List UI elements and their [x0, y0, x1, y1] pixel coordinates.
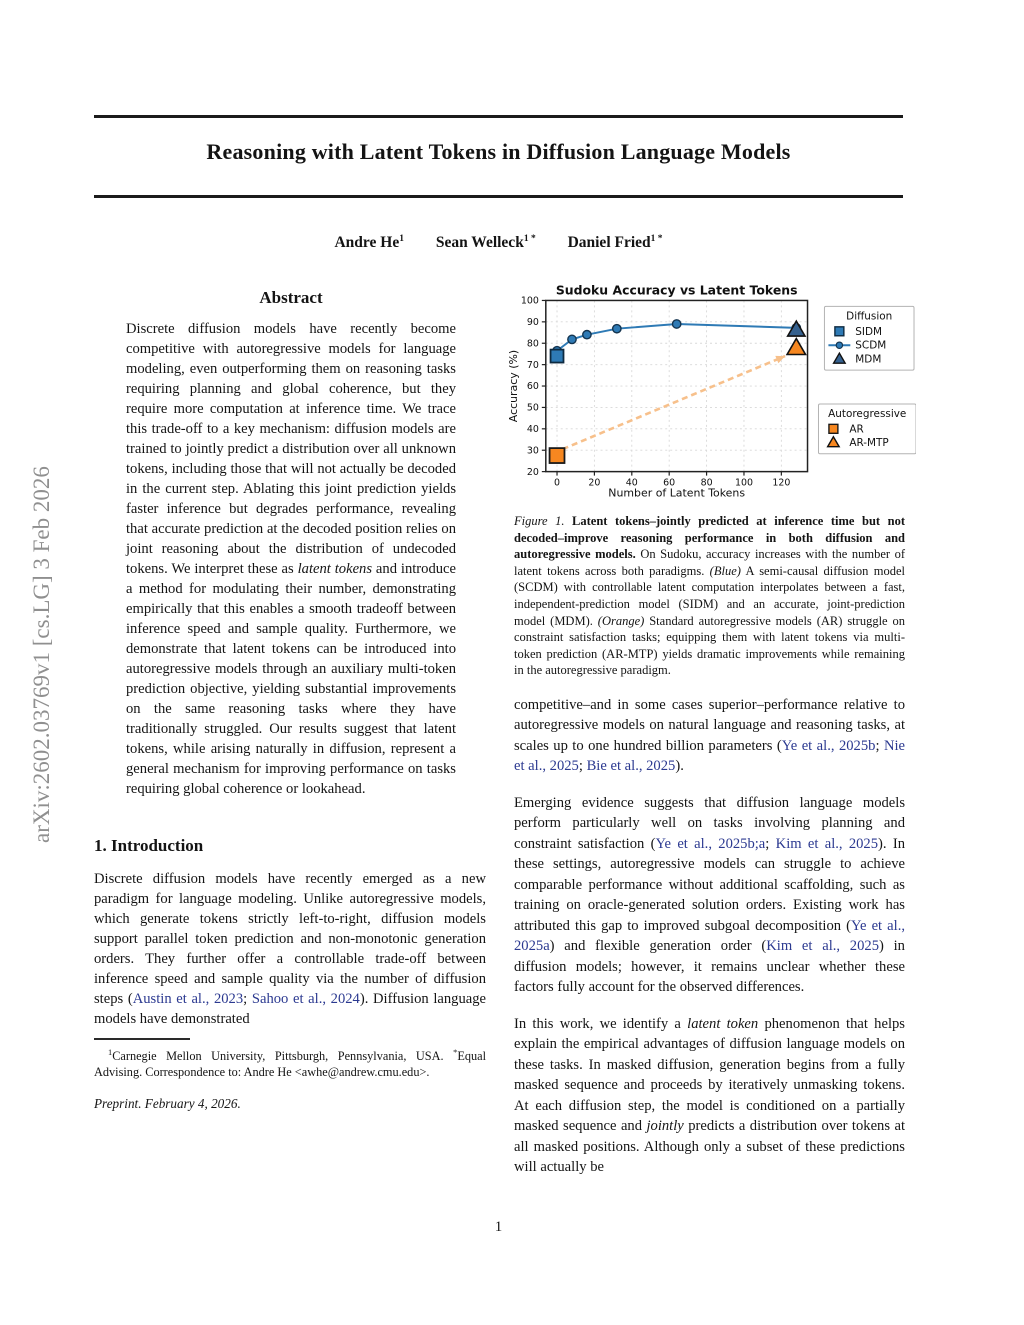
chart-title: Sudoku Accuracy vs Latent Tokens — [556, 284, 798, 297]
text-segment: A semi-causal diffusion model (SCDM) wit… — [514, 563, 905, 628]
text-segment: latent tokens — [297, 561, 373, 577]
text-segment: Figure 1. — [514, 514, 565, 528]
legend-item-label: AR — [849, 423, 863, 435]
svg-text:40: 40 — [527, 424, 539, 435]
text-segment: latent token — [687, 1015, 759, 1032]
legend-item-label: AR-MTP — [849, 437, 888, 449]
text-segment: Discrete diffusion models have recently … — [126, 321, 456, 577]
abstract-heading: Abstract — [259, 288, 323, 307]
body-paragraph: Emerging evidence suggests that diffusio… — [514, 793, 905, 998]
text-segment: ) and flexible generation order ( — [549, 938, 767, 955]
legend-box — [817, 403, 916, 455]
text-segment: Emerging evidence suggests that diffusio… — [514, 794, 905, 852]
footnote-rule — [94, 1038, 190, 1040]
svg-text:100: 100 — [735, 478, 753, 489]
title-rule — [94, 195, 903, 198]
text-segment: ). — [675, 758, 684, 775]
citation-link[interactable]: Kim et al., 2025 — [766, 938, 879, 955]
text-segment: jointly — [646, 1118, 684, 1135]
svg-text:70: 70 — [527, 360, 539, 371]
text-segment: ; — [875, 737, 884, 754]
svg-text:100: 100 — [521, 296, 539, 307]
body-paragraph: competitive–and in some cases superior–p… — [514, 695, 905, 777]
svg-text:90: 90 — [527, 317, 539, 328]
x-axis-label: Number of Latent Tokens — [608, 486, 745, 499]
svg-text:30: 30 — [527, 445, 539, 456]
arxiv-watermark: arXiv:2602.03769v1 [cs.LG] 3 Feb 2026 — [29, 466, 54, 844]
svg-text:0: 0 — [554, 478, 560, 489]
text-segment: ). In these settings, autoregressive mod… — [514, 835, 905, 934]
legend-box — [823, 305, 915, 371]
svg-text:40: 40 — [626, 478, 638, 489]
top-rule — [94, 115, 903, 118]
svg-text:80: 80 — [527, 338, 539, 349]
figure-1-caption: Figure 1. Latent tokens–jointly predicte… — [514, 513, 905, 679]
svg-text:120: 120 — [772, 478, 790, 489]
introduction-paragraph: Discrete diffusion models have recently … — [94, 869, 486, 1029]
legend-item-label: SCDM — [855, 340, 886, 352]
footnote-text: 1Carnegie Mellon University, Pittsburgh,… — [94, 1045, 486, 1080]
text-segment: Carnegie Mellon University, Pittsburgh, … — [112, 1049, 454, 1064]
citation-link[interactable]: Ye et al., 2025b — [781, 737, 876, 754]
legend-title: Diffusion — [846, 310, 892, 322]
author: Sean Welleck1 * — [435, 234, 536, 252]
author: Daniel Fried1 * — [567, 234, 663, 252]
text-segment: In this work, we identify a — [514, 1015, 688, 1032]
text-segment: ) in diffusion models; however, it remai… — [514, 938, 905, 996]
abstract-section: Abstract Discrete diffusion models have … — [126, 288, 456, 799]
text-segment: ). Diffusion language models have demons… — [94, 991, 487, 1027]
page-number: 1 — [494, 1219, 503, 1235]
text-segment: competitive–and in some cases superior–p… — [514, 696, 905, 754]
legend-item-label: MDM — [855, 354, 881, 366]
text-segment: On Sudoku, accuracy increases with the n… — [514, 547, 906, 578]
text-segment: Latent tokens–jointly predicted at infer… — [514, 514, 905, 562]
trend-arrow — [562, 354, 786, 451]
body-paragraph: In this work, we identify a latent token… — [514, 1014, 905, 1178]
text-segment: predicts a distribution over tokens at a… — [514, 1118, 905, 1176]
author: Andre He1 — [334, 234, 404, 252]
text-segment: Standard autoregressive models (AR) stru… — [514, 613, 906, 678]
text-segment: (Blue) — [709, 563, 741, 578]
citation-link[interactable]: Sahoo et al., 2024 — [251, 991, 360, 1007]
text-segment: 1 — [108, 1048, 113, 1057]
svg-text:20: 20 — [588, 478, 600, 489]
citation-link[interactable]: Austin et al., 2023 — [132, 991, 244, 1007]
citation-link[interactable]: Kim et al., 2025 — [775, 835, 879, 852]
abstract-text: Discrete diffusion models have recently … — [126, 319, 456, 799]
left-column: Abstract Discrete diffusion models have … — [94, 288, 486, 1112]
legend-item-label: SIDM — [855, 326, 882, 338]
footnote: 1Carnegie Mellon University, Pittsburgh,… — [94, 1038, 486, 1080]
svg-text:20: 20 — [527, 467, 539, 478]
citation-link[interactable]: Nie et al., 2025 — [514, 737, 906, 775]
svg-text:50: 50 — [527, 403, 539, 414]
text-segment: and introduce a method for modulating th… — [126, 561, 456, 797]
svg-text:60: 60 — [663, 478, 675, 489]
text-segment: Equal Advising. Correspondence to: Andre… — [94, 1049, 486, 1080]
y-axis-label: Accuracy (%) — [507, 350, 520, 422]
svg-text:60: 60 — [527, 381, 539, 392]
section-heading-introduction: 1. Introduction — [94, 836, 204, 855]
preprint-note: Preprint. February 4, 2026. — [94, 1096, 241, 1112]
text-segment: ; — [578, 758, 587, 775]
svg-text:80: 80 — [701, 478, 713, 489]
text-segment: phenomenon that helps explain the empiri… — [514, 1015, 905, 1135]
citation-link[interactable]: Bie et al., 2025 — [586, 758, 676, 775]
text-segment: * — [453, 1048, 458, 1057]
author-line: Andre He1 Sean Welleck1 * Daniel Fried1 … — [94, 234, 903, 252]
page-title: Reasoning with Latent Tokens in Diffusio… — [206, 139, 791, 164]
text-segment: (Orange) — [597, 613, 645, 628]
legend-title: Autoregressive — [828, 408, 906, 420]
text-segment: Discrete diffusion models have recently … — [94, 871, 486, 1007]
citation-link[interactable]: Ye et al., 2025a — [514, 917, 906, 955]
citation-link[interactable]: Ye et al., 2025b;a — [655, 835, 766, 852]
text-segment: ; — [765, 835, 776, 852]
right-column: 0 20 40 60 80 100 120 20 30 40 50 60 70 80 90 100 Sudoku… — [507, 284, 916, 1178]
text-segment: ; — [243, 991, 252, 1007]
figure-1-chart: 0 20 40 60 80 100 120 20 30 40 50 60 70 80 90 100 Sudoku… — [507, 284, 916, 499]
